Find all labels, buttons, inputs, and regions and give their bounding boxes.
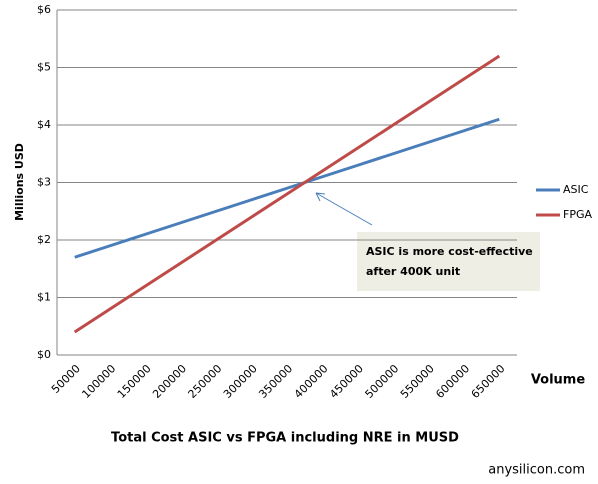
y-tick-label: $3 [37, 176, 51, 189]
x-tick-label: 350000 [256, 362, 295, 401]
x-tick-label: 50000 [49, 362, 83, 396]
x-tick-label: 300000 [221, 362, 260, 401]
y-tick-label: $6 [37, 3, 51, 16]
y-tick-label: $0 [37, 348, 51, 361]
annotation-line: ASIC is more cost-effective [366, 245, 533, 258]
annotation-line: after 400K unit [366, 265, 460, 278]
watermark: anysilicon.com [488, 463, 585, 478]
annotation-box [357, 232, 540, 291]
x-tick-label: 600000 [433, 362, 472, 401]
series-line [73, 54, 501, 334]
x-tick-label: 550000 [398, 362, 437, 401]
annotation-arrowhead [315, 192, 326, 202]
legend-label: FPGA [563, 208, 592, 221]
y-tick-label: $2 [37, 233, 51, 246]
x-tick-label: 150000 [115, 362, 154, 401]
y-axis-label: Millions USD [13, 143, 26, 221]
legend-label: ASIC [563, 183, 589, 196]
chart-title: Total Cost ASIC vs FPGA including NRE in… [111, 431, 459, 446]
x-axis-label: Volume [531, 373, 586, 388]
x-tick-label: 650000 [469, 362, 508, 401]
x-tick-label: 400000 [292, 362, 331, 401]
x-tick-label: 100000 [79, 362, 118, 401]
x-tick-label: 500000 [363, 362, 402, 401]
y-tick-label: $5 [37, 61, 51, 74]
x-tick-label: 200000 [150, 362, 189, 401]
y-tick-label: $1 [37, 291, 51, 304]
x-tick-label: 250000 [186, 362, 225, 401]
x-tick-label: 450000 [327, 362, 366, 401]
y-tick-label: $4 [37, 118, 51, 131]
annotation-arrow [315, 192, 373, 226]
series-line [74, 117, 500, 259]
